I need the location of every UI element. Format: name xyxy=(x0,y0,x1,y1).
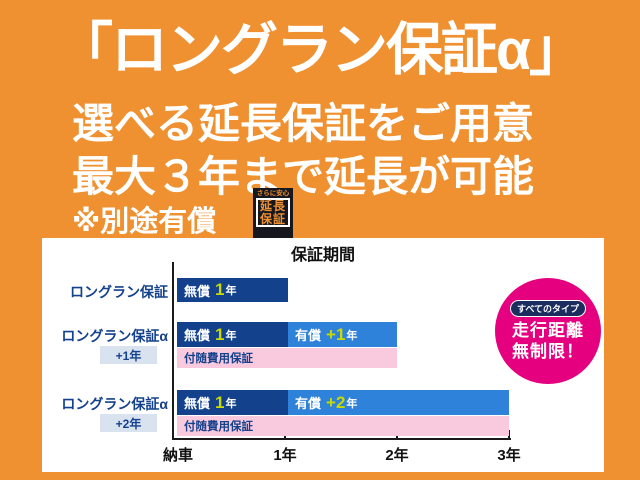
row2-plus1year-badge: +1年 xyxy=(100,346,157,364)
row2-incidental-label: 付随費用保証 xyxy=(184,353,253,365)
row3-free-prefix: 無償 xyxy=(184,396,211,411)
mileage-line: 走行距離 xyxy=(512,320,584,340)
row2-paid-bar: 有償 +1 年 xyxy=(288,322,397,347)
row3-free-unit: 年 xyxy=(225,397,237,410)
x-tick-label-1year: 1年 xyxy=(273,447,297,464)
row3-paid-number: +2 xyxy=(326,392,346,412)
row3-plus2year-badge: +2年 xyxy=(100,414,157,432)
subtitle-line-2: 最大３年まで延長が可能 xyxy=(72,153,535,200)
row2-free-unit: 年 xyxy=(225,329,237,342)
warranty-period-chart-panel: 保証期間 納車 1年 2年 3年 ロングラン保証 無償 1 年 ロングラン保証α… xyxy=(42,238,604,472)
row3-label: ロングラン保証α xyxy=(61,396,168,412)
all-types-pill: すべてのタイプ xyxy=(509,299,586,317)
row2-paid-prefix: 有償 xyxy=(295,328,322,343)
logo-box: 延長 保証 xyxy=(255,198,290,228)
row2-paid-number: +1 xyxy=(326,324,346,344)
extended-warranty-logo-badge: さらに安心 延長 保証 xyxy=(253,188,293,238)
subtitle-line-1: 選べる延長保証をご用意 xyxy=(72,100,535,147)
row3-paid-bar: 有償 +2 年 xyxy=(288,390,509,415)
row3-free-bar: 無償 1 年 xyxy=(177,390,288,415)
x-tick-3year xyxy=(508,430,510,438)
logo-word-2: 保証 xyxy=(259,211,286,226)
row2-free-number: 1 xyxy=(215,324,225,344)
unlimited-line: 無制限！ xyxy=(512,342,584,361)
row1-free-prefix: 無償 xyxy=(184,283,211,299)
row1-free-unit: 年 xyxy=(225,285,237,297)
row2-incidental-bar: 付随費用保証 xyxy=(177,348,397,368)
x-tick-label-2year: 2年 xyxy=(385,447,409,464)
chart-title: 保証期間 xyxy=(290,247,355,264)
row1-free-number: 1 xyxy=(215,280,225,299)
row2-free-prefix: 無償 xyxy=(184,328,211,343)
row1-free-bar: 無償 1 年 xyxy=(177,278,288,302)
x-tick-label-delivery: 納車 xyxy=(162,447,193,464)
x-tick-label-3year: 3年 xyxy=(497,447,521,464)
unlimited-mileage-badge: すべてのタイプ 走行距離 無制限！ xyxy=(495,278,601,384)
row1-label: ロングラン保証 xyxy=(70,284,168,300)
chart-y-axis-line xyxy=(172,262,174,440)
row3-free-number: 1 xyxy=(215,392,225,412)
row2-free-bar: 無償 1 年 xyxy=(177,322,288,347)
row3-paid-prefix: 有償 xyxy=(295,396,322,411)
logo-tagline: さらに安心 xyxy=(256,190,290,197)
row3-paid-unit: 年 xyxy=(346,397,358,410)
row3-incidental-label: 付随費用保証 xyxy=(184,421,253,433)
chart-x-axis-line xyxy=(172,438,511,440)
paid-option-note: ※別途有償 xyxy=(72,206,217,238)
row2-paid-unit: 年 xyxy=(346,329,358,342)
row2-label: ロングラン保証α xyxy=(61,328,168,344)
row3-incidental-bar: 付随費用保証 xyxy=(177,416,509,436)
page-title: 「ロングラン保証α」 xyxy=(55,18,586,82)
logo-word-1: 延長 xyxy=(259,199,286,214)
